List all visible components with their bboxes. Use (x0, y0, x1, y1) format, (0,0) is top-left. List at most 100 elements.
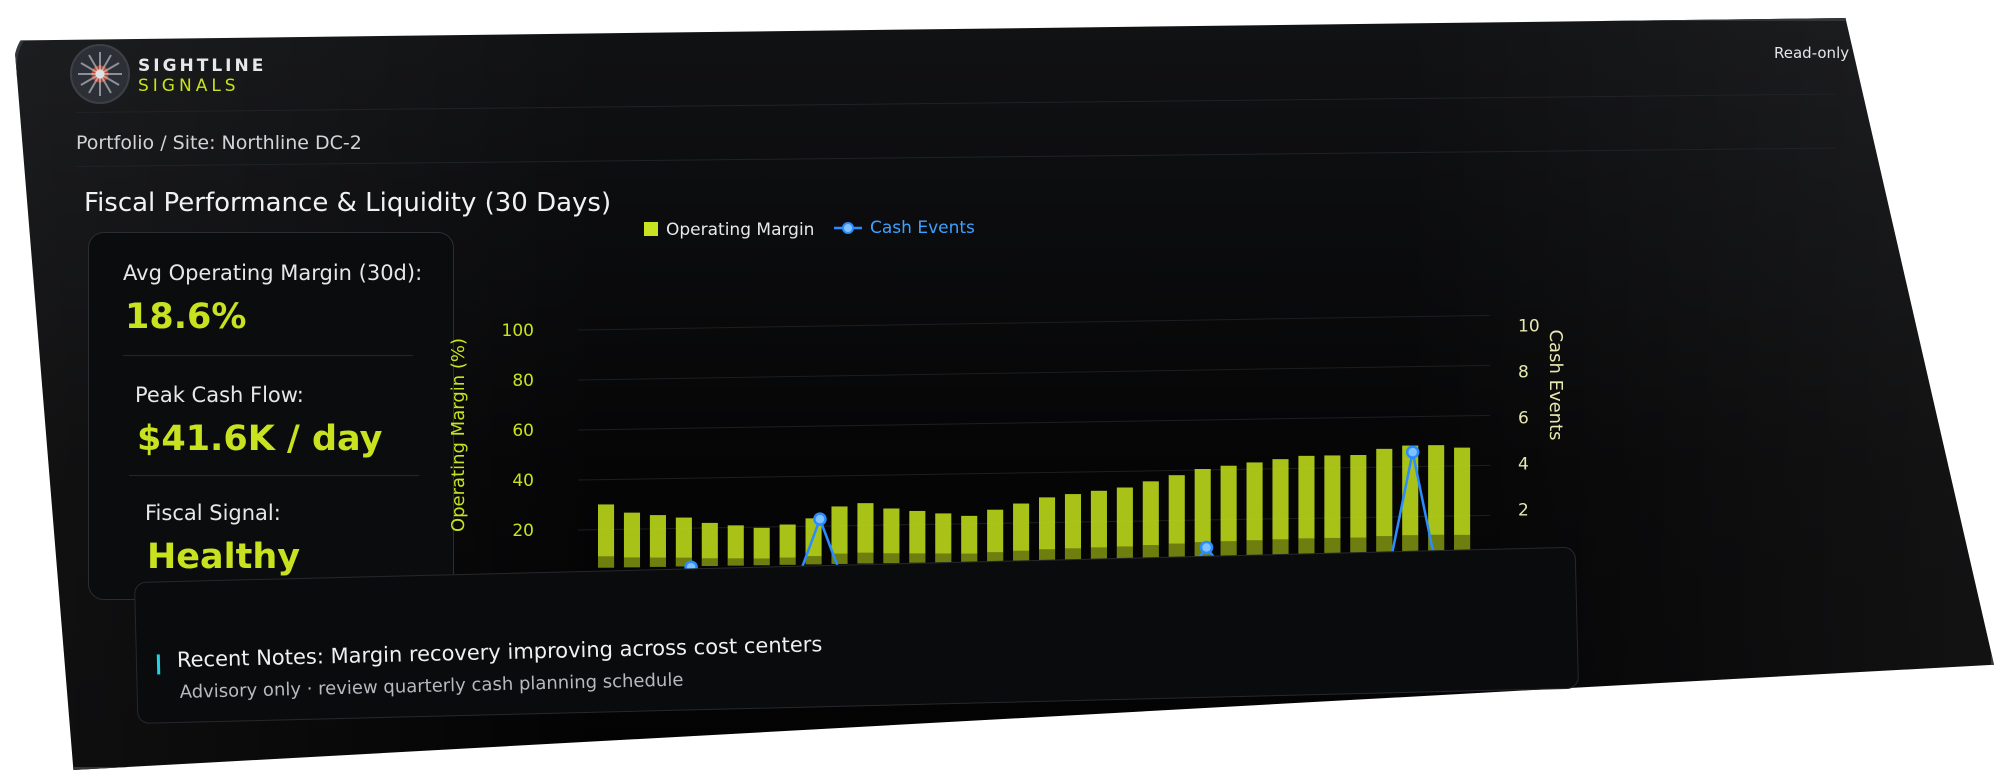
bar-margin (1168, 475, 1185, 559)
kpi-divider (123, 355, 413, 356)
bar-margin-shade (857, 552, 874, 564)
bar-margin (1454, 447, 1471, 554)
bar-margin (961, 515, 978, 562)
kpi-value-fiscal-signal: Healthy (147, 537, 301, 577)
bar-margin-shade (883, 553, 900, 564)
bar-margin (1272, 459, 1289, 557)
bar-margin-shade (909, 553, 926, 563)
bar-margin-shade (1168, 543, 1185, 559)
bar-margin (935, 513, 952, 563)
bar-margin (1428, 445, 1445, 555)
bar-margin (1142, 481, 1159, 559)
bar-margin (1324, 455, 1341, 557)
y-left-tick-label: 20 (512, 521, 534, 541)
kpi-label-avg-margin: Avg Operating Margin (30d): (123, 261, 423, 285)
bar-margin-shade (1324, 537, 1341, 557)
bar-margin (779, 524, 796, 565)
legend-cash-marker (842, 222, 854, 234)
bar-margin (1013, 503, 1030, 562)
bar-margin-shade (961, 553, 978, 562)
bar-margin-shade (1246, 540, 1263, 558)
panel-title: Fiscal Performance & Liquidity (30 Days) (84, 188, 612, 218)
bar-margin-shade (805, 556, 822, 565)
y-axis-left-label: Operating Margin (%) (448, 338, 469, 532)
bar-margin-shade (1298, 538, 1315, 557)
margin-bars (598, 445, 1471, 568)
bar-margin-shade (727, 558, 744, 566)
bar-margin (1376, 448, 1393, 556)
y-axis-right-label: Cash Events (1545, 329, 1566, 440)
y-axis-left-ticks: 020406080100 (502, 321, 534, 591)
legend-cash-label: Cash Events (870, 218, 975, 238)
gridline (577, 314, 1491, 331)
legend-margin-label: Operating Margin (666, 220, 814, 240)
bar-margin-shade (987, 552, 1004, 562)
bar-margin (805, 518, 822, 565)
bar-margin-shade (753, 558, 770, 566)
legend-margin-swatch (644, 222, 658, 236)
bar-margin (1220, 465, 1237, 558)
bar-margin (1090, 490, 1107, 560)
read-only-badge: Read-only (1774, 44, 1850, 62)
bar-margin (1039, 497, 1056, 561)
bar-margin (1350, 455, 1367, 556)
y-left-tick-label: 100 (502, 321, 534, 341)
y-right-tick-label: 10 (1518, 316, 1540, 336)
kpi-value-avg-margin: 18.6% (125, 297, 247, 337)
y-right-tick-label: 2 (1518, 500, 1529, 520)
cash-event-point (1405, 445, 1420, 459)
bar-margin-shade (779, 557, 796, 565)
bar-margin (623, 512, 641, 568)
kpi-value-peak-cash: $41.6K / day (137, 419, 383, 459)
kpi-divider (129, 475, 419, 476)
bar-margin (1298, 455, 1315, 557)
bar-margin-shade (1272, 539, 1289, 557)
bar-margin-shade (1064, 548, 1082, 561)
bar-margin-shade (701, 558, 718, 567)
bar-margin-shade (623, 557, 641, 568)
bar-margin (1246, 462, 1263, 558)
chart-legend: Operating Margin Cash Events (644, 218, 975, 240)
kpi-label-peak-cash: Peak Cash Flow: (135, 383, 304, 407)
kpi-card: Avg Operating Margin (30d): 18.6% Peak C… (88, 232, 454, 600)
y-left-tick-label: 80 (512, 371, 534, 391)
bar-margin (598, 504, 615, 568)
gridline (577, 364, 1491, 381)
bar-margin-shade (1220, 541, 1237, 558)
gridline (577, 414, 1491, 431)
bar-margin (1402, 445, 1419, 555)
breadcrumb[interactable]: Portfolio / Site: Northline DC-2 (76, 132, 362, 154)
bar-margin-shade (1090, 547, 1107, 560)
bar-margin-shade (675, 557, 692, 567)
brand-name-line1: SIGHTLINE (138, 56, 267, 76)
kpi-label-fiscal-signal: Fiscal Signal: (145, 501, 281, 525)
bar-margin (831, 506, 848, 564)
bar-margin (883, 508, 900, 564)
cash-event-point (1199, 540, 1214, 555)
y-right-tick-label: 6 (1518, 408, 1529, 428)
bar-margin (753, 527, 770, 566)
bar-margin-shade (935, 553, 952, 563)
notes-subtitle: Advisory only · review quarterly cash pl… (179, 669, 684, 703)
bar-margin (1064, 494, 1082, 561)
bar-margin-shade (831, 553, 848, 564)
bar-margin-shade (598, 556, 615, 568)
bar-margin (1116, 487, 1133, 560)
y-right-tick-label: 8 (1518, 362, 1529, 382)
notes-accent-bar (156, 654, 161, 675)
bar-margin-shade (1116, 546, 1133, 560)
y-left-tick-label: 60 (512, 421, 534, 441)
cash-event-point (813, 512, 827, 526)
bar-margin-shade (1142, 544, 1159, 559)
brand-name-line2: SIGNALS (138, 76, 240, 96)
bar-margin (857, 503, 874, 564)
notes-title: Recent Notes: Margin recovery improving … (176, 632, 823, 672)
y-left-tick-label: 40 (512, 471, 534, 491)
bar-margin (909, 510, 926, 563)
bar-margin (675, 517, 692, 567)
bar-margin-shade (649, 557, 666, 567)
bar-margin (649, 515, 666, 567)
bar-margin-shade (1039, 549, 1056, 561)
